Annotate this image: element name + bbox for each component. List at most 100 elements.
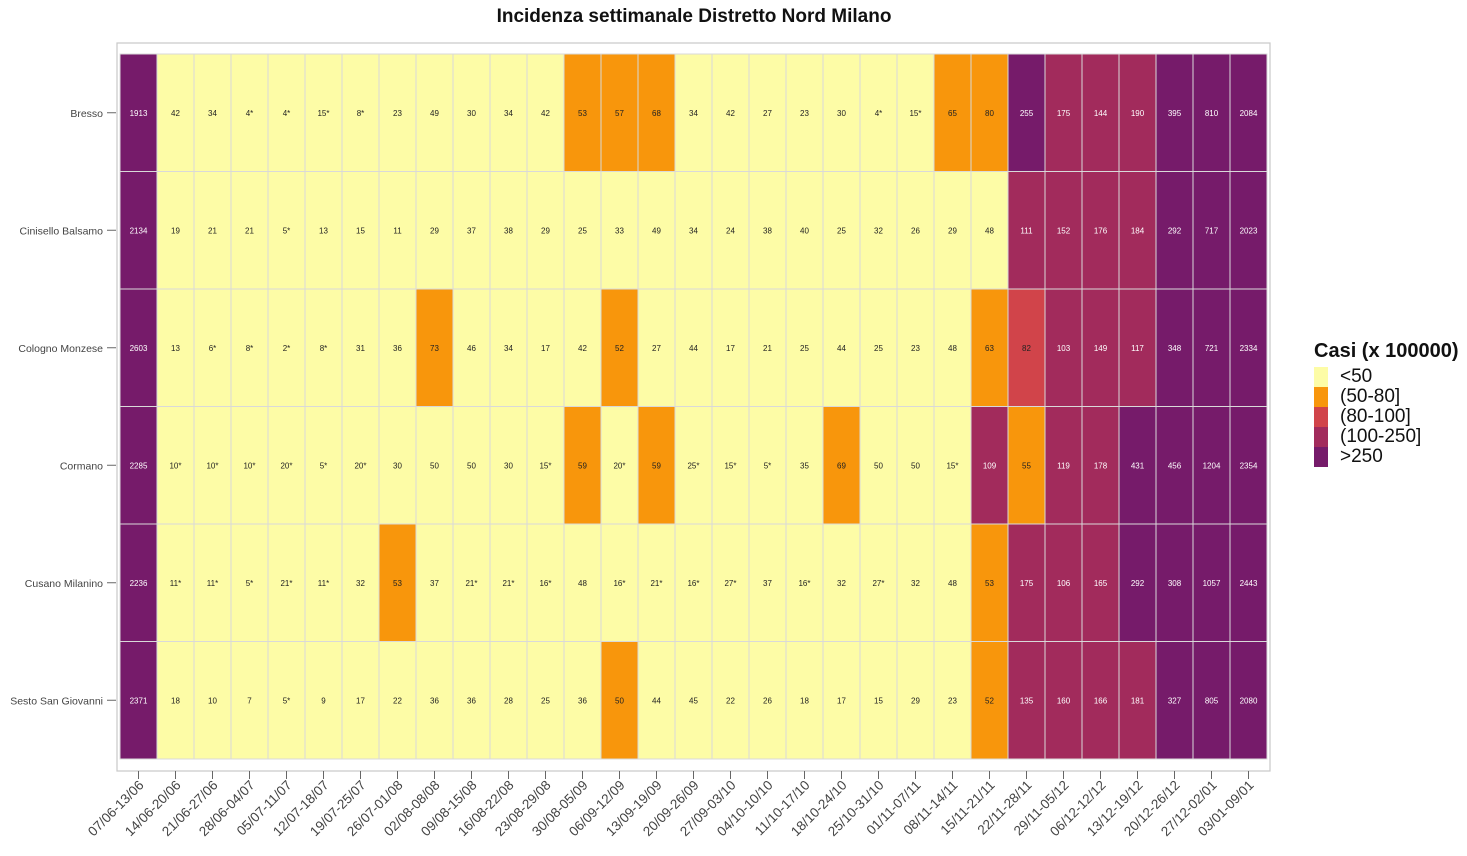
y-tick-label: Cusano Milanino bbox=[25, 578, 103, 590]
heatmap-cell bbox=[526, 171, 565, 290]
cell-value-label: 18 bbox=[171, 696, 180, 705]
cell-value-label: 135 bbox=[1020, 696, 1034, 705]
cell-value-label: 18 bbox=[800, 696, 809, 705]
cell-value-label: 10* bbox=[169, 461, 181, 470]
heatmap-cell bbox=[600, 523, 639, 642]
heatmap-cell bbox=[267, 171, 306, 290]
cell-value-label: 34 bbox=[504, 344, 513, 353]
cell-value-label: 19 bbox=[171, 226, 180, 235]
heatmap-cell bbox=[933, 523, 972, 642]
cell-value-label: 32 bbox=[837, 579, 846, 588]
heatmap-cell bbox=[859, 641, 898, 760]
cell-value-label: 52 bbox=[985, 696, 994, 705]
cell-value-label: 50 bbox=[467, 461, 476, 470]
heatmap-cell bbox=[230, 406, 269, 525]
heatmap-cell bbox=[970, 53, 1009, 172]
heatmap-cell bbox=[230, 641, 269, 760]
cell-value-label: 2354 bbox=[1240, 461, 1258, 470]
heatmap-cell-labels: 1913 42 34 4* 4* 15* 8* 23 49 30 34 42 53 57 68 34 42 27 2… bbox=[130, 109, 1258, 706]
cell-value-label: 34 bbox=[689, 226, 698, 235]
cell-value-label: 160 bbox=[1057, 696, 1071, 705]
cell-value-label: 53 bbox=[985, 579, 994, 588]
cell-value-label: 20* bbox=[280, 461, 292, 470]
cell-value-label: 25 bbox=[800, 344, 809, 353]
cell-value-label: 80 bbox=[985, 109, 994, 118]
heatmap-cell bbox=[452, 171, 491, 290]
heatmap-cell bbox=[119, 523, 158, 642]
cell-value-label: 30 bbox=[504, 461, 513, 470]
cell-value-label: 292 bbox=[1168, 226, 1182, 235]
heatmap-cell bbox=[193, 406, 232, 525]
heatmap-cell bbox=[600, 171, 639, 290]
cell-value-label: 20* bbox=[613, 461, 625, 470]
cell-value-label: 23 bbox=[911, 344, 920, 353]
heatmap-cell bbox=[452, 641, 491, 760]
heatmap-cell bbox=[1081, 171, 1120, 290]
heatmap-cell bbox=[563, 641, 602, 760]
legend-item: (50-80] bbox=[1314, 387, 1459, 407]
heatmap-cell bbox=[822, 171, 861, 290]
cell-value-label: 36 bbox=[578, 696, 587, 705]
cell-value-label: 28 bbox=[504, 696, 513, 705]
cell-value-label: 1204 bbox=[1203, 461, 1221, 470]
heatmap-cell bbox=[489, 641, 528, 760]
heatmap-cell bbox=[452, 288, 491, 407]
heatmap-cell bbox=[1118, 641, 1157, 760]
cell-value-label: 5* bbox=[764, 461, 772, 470]
heatmap-cell bbox=[378, 53, 417, 172]
cell-value-label: 10* bbox=[206, 461, 218, 470]
heatmap-cell bbox=[637, 641, 676, 760]
heatmap-cell bbox=[711, 641, 750, 760]
cell-value-label: 175 bbox=[1020, 579, 1034, 588]
heatmap-cell bbox=[304, 406, 343, 525]
heatmap-cell bbox=[1192, 53, 1231, 172]
legend: Casi (x 100000) <50 (50-80] (80-100] (100-2… bbox=[1314, 340, 1459, 467]
heatmap-cell bbox=[1044, 641, 1083, 760]
cell-value-label: 27* bbox=[724, 579, 736, 588]
cell-value-label: 21 bbox=[245, 226, 254, 235]
heatmap-cell bbox=[156, 171, 195, 290]
cell-value-label: 34 bbox=[208, 109, 217, 118]
legend-items: <50 (50-80] (80-100] (100-250] >250 bbox=[1314, 367, 1459, 467]
cell-value-label: 152 bbox=[1057, 226, 1071, 235]
cell-value-label: 23 bbox=[393, 109, 402, 118]
cell-value-label: 2285 bbox=[130, 461, 148, 470]
cell-value-label: 29 bbox=[911, 696, 920, 705]
cell-value-label: 1913 bbox=[130, 109, 148, 118]
heatmap-cell bbox=[600, 288, 639, 407]
heatmap-cell bbox=[563, 53, 602, 172]
cell-value-label: 17 bbox=[837, 696, 846, 705]
cell-value-label: 32 bbox=[874, 226, 883, 235]
heatmap-cell bbox=[600, 53, 639, 172]
heatmap-cell bbox=[933, 53, 972, 172]
cell-value-label: 8* bbox=[246, 344, 254, 353]
heatmap-cell bbox=[563, 406, 602, 525]
heatmap-cell bbox=[230, 288, 269, 407]
heatmap-cell bbox=[304, 53, 343, 172]
cell-value-label: 5* bbox=[283, 696, 291, 705]
cell-value-label: 53 bbox=[578, 109, 587, 118]
heatmap-cell bbox=[785, 406, 824, 525]
cell-value-label: 25 bbox=[578, 226, 587, 235]
cell-value-label: 50 bbox=[615, 696, 624, 705]
heatmap-cell bbox=[1229, 171, 1268, 290]
cell-value-label: 42 bbox=[171, 109, 180, 118]
cell-value-label: 49 bbox=[430, 109, 439, 118]
cell-value-label: 166 bbox=[1094, 696, 1108, 705]
cell-value-label: 106 bbox=[1057, 579, 1071, 588]
legend-label: >250 bbox=[1340, 446, 1383, 467]
cell-value-label: 36 bbox=[430, 696, 439, 705]
cell-value-label: 6* bbox=[209, 344, 217, 353]
cell-value-label: 456 bbox=[1168, 461, 1182, 470]
cell-value-label: 9 bbox=[321, 696, 326, 705]
y-tick-label: Cinisello Balsamo bbox=[20, 225, 104, 237]
cell-value-label: 21 bbox=[763, 344, 772, 353]
heatmap-cell bbox=[489, 171, 528, 290]
cell-value-label: 42 bbox=[578, 344, 587, 353]
heatmap-cell bbox=[415, 171, 454, 290]
cell-value-label: 15* bbox=[539, 461, 551, 470]
heatmap-cell bbox=[378, 523, 417, 642]
cell-value-label: 16* bbox=[687, 579, 699, 588]
cell-value-label: 175 bbox=[1057, 109, 1071, 118]
cell-value-label: 292 bbox=[1131, 579, 1145, 588]
